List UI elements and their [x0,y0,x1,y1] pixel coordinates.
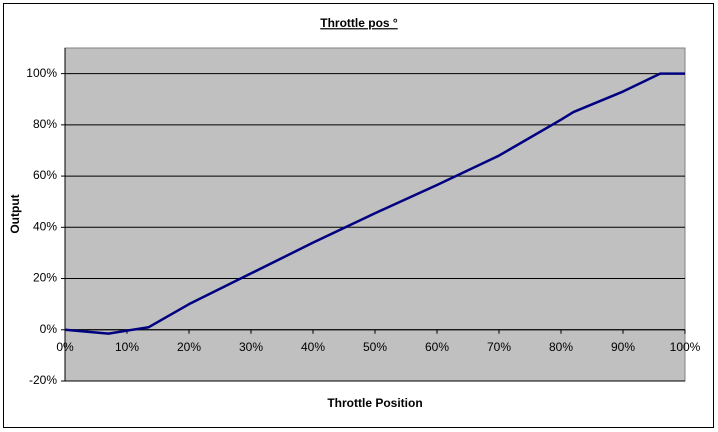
y-tick-label: 20% [33,271,57,285]
x-tick-label: 90% [611,340,635,354]
x-tick-label: 50% [363,340,387,354]
y-axis-title: Output [8,194,22,233]
y-tick-label: 40% [33,219,57,233]
data-line [64,72,685,335]
x-tick-label: 60% [425,340,449,354]
x-tick-label: 70% [487,340,511,354]
x-tick-label: 100% [670,340,701,354]
x-tick-label: 30% [239,340,263,354]
x-tick-label: 0% [56,340,74,354]
x-tick-label: 10% [115,340,139,354]
x-tick-label: 40% [301,340,325,354]
chart-title: Throttle pos ° [320,16,398,30]
y-tick-label: 60% [33,168,57,182]
x-axis-title: Throttle Position [327,396,422,410]
x-tick-label: 20% [177,340,201,354]
x-tick-label: 80% [549,340,573,354]
y-tick-label: 0% [40,322,58,336]
y-tick-label: -20% [29,373,57,387]
y-tick-label: 100% [26,66,57,80]
y-tick-label: 80% [33,117,57,131]
